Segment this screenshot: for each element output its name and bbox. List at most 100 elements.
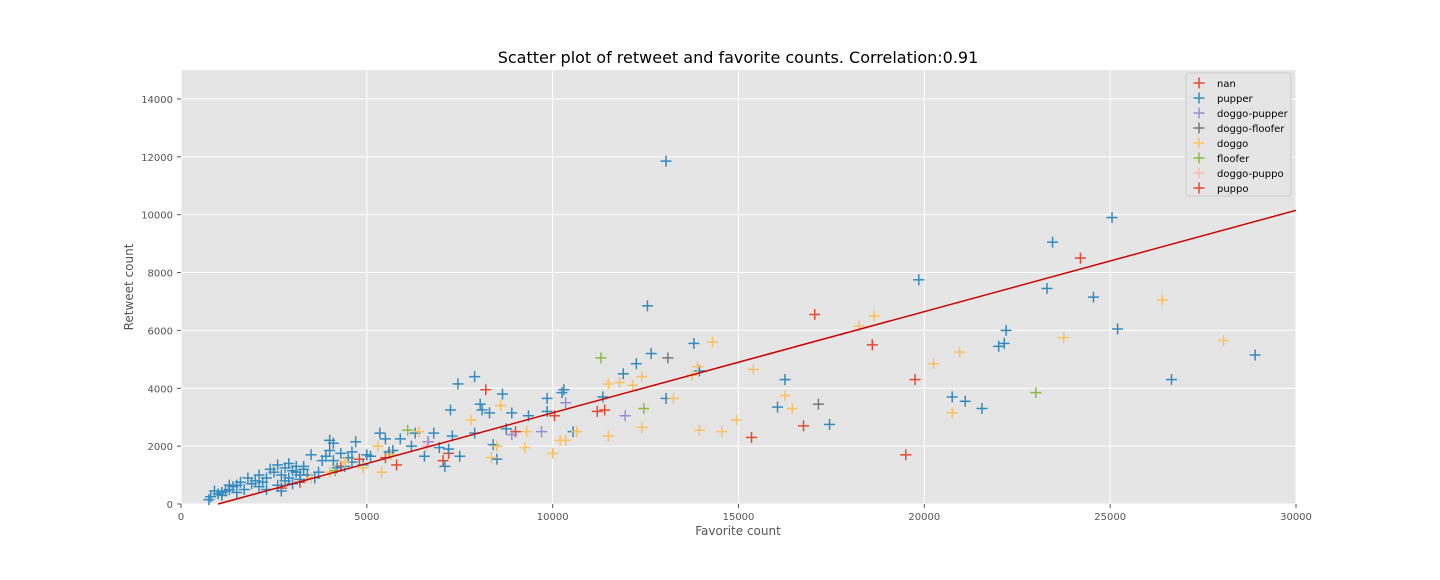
data-point-pupper: [394, 433, 406, 445]
data-point-pupper: [993, 340, 1005, 352]
data-point-pupper: [452, 378, 464, 390]
data-point-pupper: [290, 466, 302, 478]
y-tick-label: 14000: [141, 95, 173, 106]
data-point-pupper: [350, 436, 362, 448]
legend-label: doggo-puppo: [1217, 169, 1284, 180]
data-point-doggo: [731, 414, 743, 426]
data-point-pupper: [231, 486, 243, 498]
data-point-pupper: [1106, 212, 1118, 224]
data-point-pupper: [294, 473, 306, 485]
data-point-pupper: [208, 485, 220, 497]
legend-marker-pupper: [1193, 92, 1205, 104]
data-point-nan: [866, 339, 878, 351]
data-point-doggo: [747, 363, 759, 375]
data-point-pupper: [298, 460, 310, 472]
data-point-pupper: [272, 459, 284, 471]
data-point-nan: [1074, 252, 1086, 264]
data-point-doggo: [636, 371, 648, 383]
data-point-pupper: [383, 446, 395, 458]
data-point-doggo: [1156, 294, 1168, 306]
data-point-pupper: [959, 395, 971, 407]
regression-line: [217, 209, 1297, 505]
data-point-pupper: [216, 489, 228, 501]
data-point-pupper: [1165, 374, 1177, 386]
data-point-pupper: [779, 374, 791, 386]
data-point-pupper: [253, 469, 265, 481]
data-point-pupper: [688, 337, 700, 349]
data-point-doggo: [954, 346, 966, 358]
data-point-pupper: [444, 404, 456, 416]
legend-label: floofer: [1217, 154, 1250, 165]
data-point-pupper: [998, 337, 1010, 349]
data-point-pupper: [279, 475, 291, 487]
data-point-pupper: [556, 387, 568, 399]
legend-marker-doggo-pupper: [1193, 107, 1205, 119]
y-tick-label: 2000: [148, 442, 173, 453]
data-point-pupper: [272, 479, 284, 491]
data-point-doggo: [1218, 335, 1230, 347]
x-axis-label: Favorite count: [695, 524, 781, 538]
data-point-doggo: [693, 424, 705, 436]
data-point-doggo: [385, 449, 397, 461]
data-point-pupper: [313, 466, 325, 478]
data-point-pupper: [327, 455, 339, 467]
x-tick-label: 0: [178, 512, 184, 523]
legend-label: puppo: [1217, 184, 1249, 195]
data-point-doggo: [636, 421, 648, 433]
data-point-floofer: [595, 352, 607, 364]
data-point-doggo: [491, 440, 503, 452]
data-point-pupper: [205, 491, 217, 503]
data-point-doggo: [692, 361, 704, 373]
data-point-pupper: [203, 494, 215, 506]
data-point-pupper: [976, 403, 988, 415]
x-tick-label: 20000: [908, 512, 940, 523]
data-point-doggo: [786, 403, 798, 415]
data-point-doggo-pupper: [619, 410, 631, 422]
data-point-pupper: [645, 348, 657, 360]
y-tick-label: 12000: [141, 153, 173, 164]
legend-marker-floofer: [1193, 152, 1205, 164]
data-point-floofer: [402, 424, 414, 436]
x-tick-label: 5000: [354, 512, 379, 523]
data-point-pupper: [946, 391, 958, 403]
data-point-pupper: [275, 469, 287, 481]
legend-marker-doggo: [1193, 137, 1205, 149]
data-point-pupper: [316, 455, 328, 467]
legend-marker-nan: [1193, 77, 1205, 89]
chart-title: Scatter plot of retweet and favorite cou…: [498, 48, 979, 67]
data-point-doggo: [716, 426, 728, 438]
data-point-doggo: [485, 452, 497, 464]
data-point-pupper: [418, 450, 430, 462]
data-point-nan: [599, 404, 611, 416]
data-point-pupper: [454, 450, 466, 462]
data-point-pupper: [1249, 349, 1261, 361]
x-tick-label: 15000: [723, 512, 755, 523]
data-point-doggo: [602, 430, 614, 442]
data-point-pupper: [617, 368, 629, 380]
data-point-pupper: [1041, 282, 1053, 294]
legend-box: [1185, 72, 1292, 197]
data-point-pupper: [428, 427, 440, 439]
data-point-nan: [798, 420, 810, 432]
y-tick-label: 4000: [148, 384, 173, 395]
data-point-nan: [909, 374, 921, 386]
y-tick-label: 10000: [141, 211, 173, 222]
data-point-pupper: [913, 274, 925, 286]
data-point-floofer: [1030, 387, 1042, 399]
data-point-pupper: [374, 427, 386, 439]
data-point-pupper: [439, 460, 451, 472]
x-tick-label: 10000: [537, 512, 569, 523]
data-point-doggo: [495, 400, 507, 412]
data-point-pupper: [242, 472, 254, 484]
legend-label: nan: [1217, 79, 1236, 90]
data-point-pupper: [1112, 323, 1124, 335]
y-tick-label: 6000: [148, 326, 173, 337]
data-point-doggo: [614, 376, 626, 388]
data-point-doggo-pupper: [560, 397, 572, 409]
data-point-pupper: [324, 434, 336, 446]
data-point-pupper: [264, 463, 276, 475]
legend-marker-doggo-puppo: [1193, 167, 1205, 179]
y-axis-label: Retweet count: [122, 243, 136, 330]
